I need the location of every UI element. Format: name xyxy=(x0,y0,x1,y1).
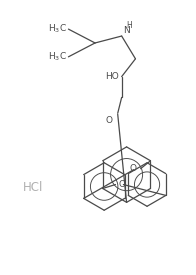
Text: H$_3$C: H$_3$C xyxy=(47,23,66,35)
Text: O: O xyxy=(106,116,113,125)
Text: O: O xyxy=(118,180,125,189)
Text: HCl: HCl xyxy=(23,181,44,194)
Text: H: H xyxy=(127,21,132,30)
Text: O: O xyxy=(130,164,137,173)
Text: H$_3$C: H$_3$C xyxy=(47,51,66,63)
Text: HO: HO xyxy=(105,72,119,81)
Text: N: N xyxy=(123,26,129,35)
